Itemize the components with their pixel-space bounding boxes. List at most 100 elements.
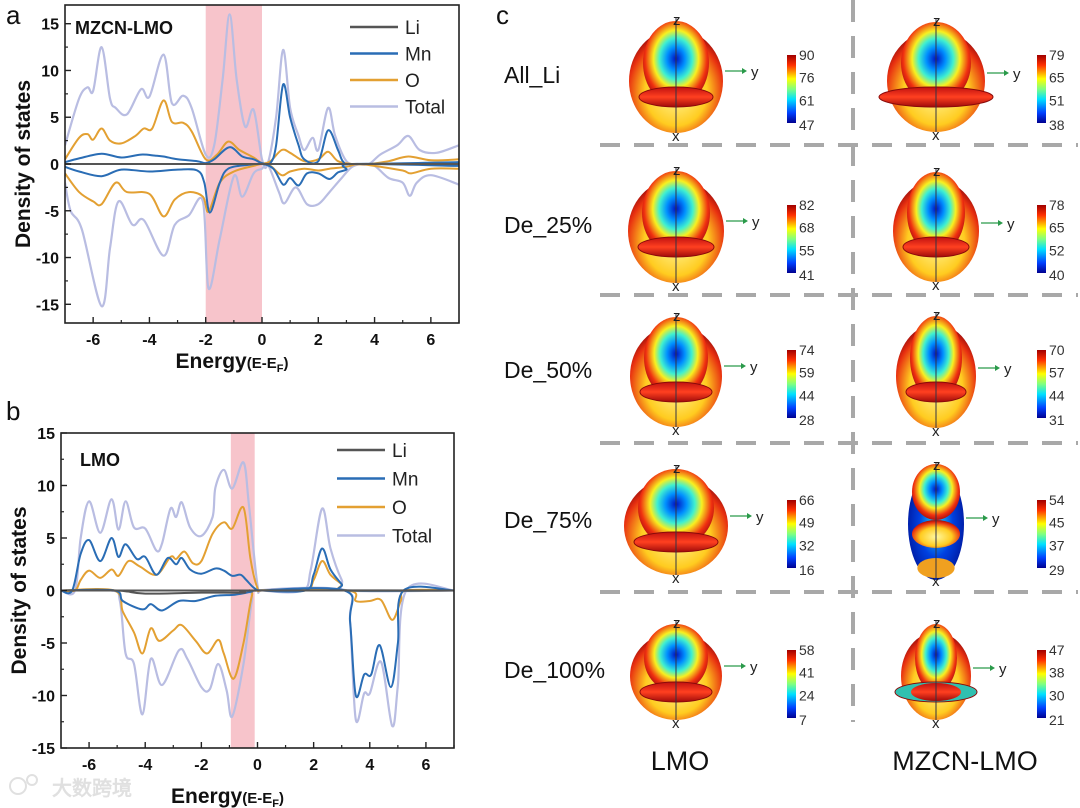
column-label-lmo: LMO <box>651 746 710 776</box>
x-tick-label: -2 <box>194 757 208 774</box>
x-axis-label: Energy(E-EF) <box>176 350 289 375</box>
y-axis-label: y <box>751 64 759 81</box>
charge-density-isosurface: z x y <box>628 162 760 295</box>
z-axis-label: z <box>933 13 941 30</box>
colorbar-tick-label: 38 <box>1049 665 1065 681</box>
z-axis-label: z <box>933 457 941 474</box>
x-tick-label: 2 <box>314 332 323 349</box>
x-tick-label: 4 <box>365 757 374 774</box>
colorbar-tick-label: 55 <box>799 242 815 258</box>
charge-density-isosurface: z x y <box>893 163 1015 294</box>
x-axis-label: x <box>672 128 680 145</box>
series-mn-up-line <box>65 83 459 166</box>
colorbar <box>1037 650 1046 718</box>
series-mn-up-line <box>61 536 454 595</box>
x-tick-label: -6 <box>82 757 96 774</box>
y-axis-label: y <box>1013 66 1021 83</box>
charge-density-isosurface: z x y <box>894 615 1007 732</box>
legend-label-o: O <box>405 71 420 92</box>
x-axis-label-subscript: F <box>277 363 284 375</box>
x-axis-label: x <box>932 423 940 440</box>
y-axis-label: y <box>750 659 758 676</box>
row-label: De_100% <box>504 657 605 683</box>
charge-density-isosurface: z x y <box>630 308 758 439</box>
y-axis-arrowhead-icon <box>998 220 1003 226</box>
colorbar-tick-label: 7 <box>799 712 807 728</box>
x-axis-label: x <box>672 715 680 732</box>
y-axis-label: y <box>756 509 764 526</box>
charge-distribution-panel: All_Lizxyzxy9076614779655138De_25%zxyzxy… <box>504 0 1078 776</box>
colorbar-tick-label: 32 <box>799 537 815 553</box>
x-axis-label: Energy(E-EF) <box>171 785 284 808</box>
y-axis-label: y <box>992 511 1000 528</box>
colorbar-tick-label: 51 <box>1049 92 1065 108</box>
x-axis-label: x <box>932 127 940 144</box>
legend-label-li: Li <box>392 441 407 462</box>
panel-c-row: De_75% z x y z x y 66 49 32 16 54 45 37 29 <box>504 457 1065 590</box>
x-tick-label: 6 <box>421 757 430 774</box>
legend-label-mn: Mn <box>405 45 431 66</box>
colorbar <box>1037 205 1046 273</box>
colorbar-tick-label: 78 <box>1049 197 1065 213</box>
y-tick-label: 10 <box>41 63 59 80</box>
colorbar-tick-label: 45 <box>1049 515 1065 531</box>
row-label: De_25% <box>504 212 592 238</box>
colorbar-tick-label: 44 <box>799 387 815 403</box>
series-total-up-line <box>61 461 454 596</box>
x-axis-label-main: Energy <box>171 785 243 808</box>
row-label: De_50% <box>504 357 592 383</box>
x-axis-label-close: ) <box>283 355 288 372</box>
watermark: 大数跨境 <box>9 774 132 800</box>
y-tick-label: 15 <box>37 426 55 443</box>
charge-density-isosurface: z x y <box>896 307 1012 440</box>
y-axis-arrowhead-icon <box>741 363 746 369</box>
watermark-logo-icon <box>9 777 27 795</box>
x-tick-label: -2 <box>199 332 213 349</box>
x-axis-label: x <box>672 570 680 587</box>
colorbar-tick-label: 47 <box>1049 642 1065 658</box>
y-axis-arrowhead-icon <box>742 68 747 74</box>
colorbar-tick-label: 28 <box>799 412 815 428</box>
colorbar <box>787 205 796 273</box>
x-tick-label: 4 <box>370 332 379 349</box>
x-axis-label: x <box>932 573 940 590</box>
colorbar-tick-label: 76 <box>799 70 815 86</box>
x-axis-label: x <box>932 715 940 732</box>
x-axis-label-close: ) <box>279 790 284 807</box>
z-axis-label: z <box>673 308 681 325</box>
y-axis-label: y <box>999 661 1007 678</box>
colorbar-tick-label: 21 <box>1049 712 1065 728</box>
z-axis-label: z <box>933 307 941 324</box>
colorbar-tick-label: 70 <box>1049 342 1065 358</box>
colorbar-tick-label: 54 <box>1049 492 1065 508</box>
z-axis-label: z <box>673 615 681 632</box>
colorbar-tick-label: 29 <box>1049 562 1065 578</box>
z-axis-label: z <box>673 12 681 29</box>
colorbar-tick-label: 44 <box>1049 387 1065 403</box>
y-tick-label: 5 <box>46 531 55 548</box>
colorbar-tick-label: 61 <box>799 92 815 108</box>
y-axis-label: Density of states <box>12 80 35 248</box>
colorbar-tick-label: 47 <box>799 117 815 133</box>
x-axis-label-unit: (E-E <box>242 790 272 807</box>
colorbar-tick-label: 57 <box>1049 365 1065 381</box>
x-tick-label: 0 <box>253 757 262 774</box>
y-tick-label: 0 <box>50 157 59 174</box>
charge-density-isosurface: z x y <box>624 460 764 587</box>
legend-label-o: O <box>392 498 407 519</box>
legend-label-total: Total <box>405 98 445 119</box>
series-o-down-line <box>61 587 454 680</box>
legend-label-mn: Mn <box>392 470 418 491</box>
y-tick-label: -15 <box>36 297 59 314</box>
colorbar-tick-label: 40 <box>1049 267 1065 283</box>
panel-c-row: De_25% z x y z x y 82 68 55 41 78 65 52 40 <box>504 162 1065 295</box>
series-li-down-line <box>61 589 454 595</box>
z-axis-label: z <box>673 162 681 179</box>
dos-chart-lmo: -6 -4 -2 0 2 4 6 15 10 5 0 -5 -10 -15 Density of state… <box>8 426 455 808</box>
colorbar-tick-label: 16 <box>799 562 815 578</box>
x-axis-label-main: Energy <box>176 350 248 373</box>
series-group <box>61 461 454 728</box>
colorbar <box>787 350 796 418</box>
y-tick-label: 5 <box>50 110 59 127</box>
x-axis-label: x <box>672 278 680 295</box>
